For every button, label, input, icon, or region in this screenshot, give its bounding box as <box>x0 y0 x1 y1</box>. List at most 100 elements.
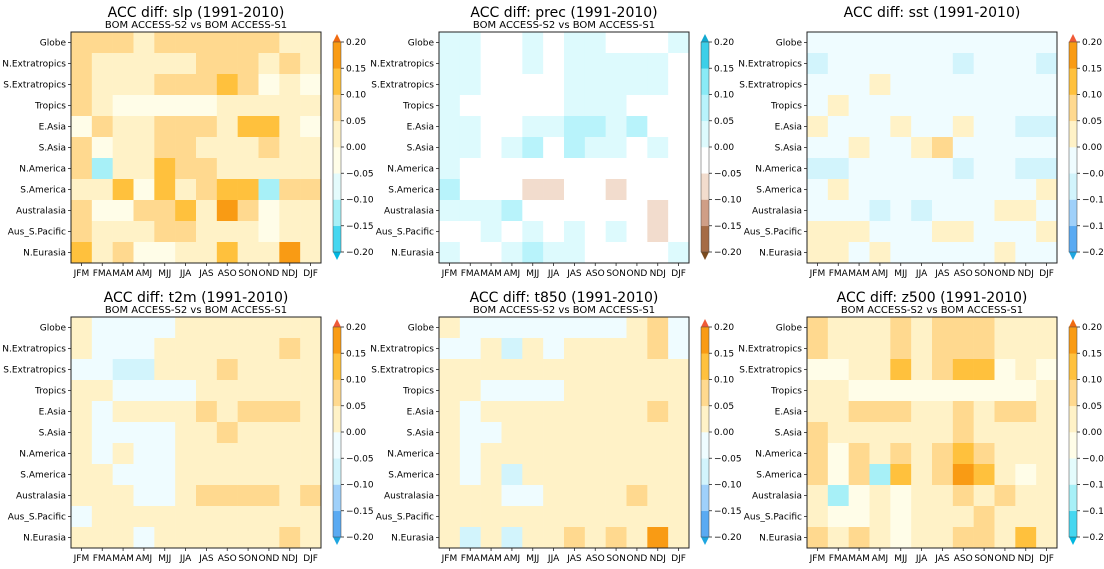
heatmap-cell <box>279 137 301 159</box>
heatmap-cell <box>807 506 829 528</box>
heatmap-cell <box>439 179 461 201</box>
heatmap-cell <box>1036 200 1058 222</box>
heatmap-cell <box>459 443 481 465</box>
heatmap-cell <box>994 317 1016 339</box>
heatmap-cell <box>300 221 322 243</box>
heatmap-cell <box>279 443 301 465</box>
heatmap-cell <box>890 401 912 423</box>
heatmap-cell <box>1036 95 1058 117</box>
heatmap-cell <box>564 506 586 528</box>
x-tick-label: OND <box>259 554 280 564</box>
heatmap-cell <box>112 359 134 381</box>
heatmap-cell <box>973 401 995 423</box>
heatmap-cell <box>647 338 669 360</box>
heatmap-cell <box>626 506 648 528</box>
heatmap-cell <box>564 401 586 423</box>
heatmap-cell <box>1036 506 1058 528</box>
heatmap-cell <box>175 242 197 264</box>
y-tick-label: N.Eurasia <box>23 534 66 544</box>
heatmap-cell <box>196 74 218 96</box>
heatmap-cell <box>1015 527 1037 549</box>
heatmap-cell <box>279 32 301 54</box>
heatmap-cell <box>994 401 1016 423</box>
heatmap-cell <box>133 200 155 222</box>
colorbar-tick-label: −0.20 <box>1082 533 1104 543</box>
x-tick-label: JAS <box>566 554 582 564</box>
heatmap-cell <box>952 422 974 444</box>
heatmap-cell <box>480 137 502 159</box>
heatmap-cell <box>439 359 461 381</box>
heatmap-cell <box>196 443 218 465</box>
heatmap-cell <box>994 359 1016 381</box>
heatmap-cell <box>584 116 606 138</box>
colorbar-extend-top <box>701 319 709 327</box>
heatmap-cell <box>133 179 155 201</box>
heatmap-cell <box>668 221 690 243</box>
heatmap-cell <box>626 464 648 486</box>
colorbar: −0.20 −0.15 −0.10 −0.05 0.00 0.05 0.10 0.15 0.20 <box>700 319 742 545</box>
heatmap-cell <box>1036 137 1058 159</box>
heatmap-cell <box>932 200 954 222</box>
heatmap-cell <box>647 464 669 486</box>
heatmap-cell <box>154 527 176 549</box>
x-tick-label: JAS <box>198 269 214 279</box>
heatmap-cell <box>827 200 849 222</box>
heatmap-cell <box>237 179 259 201</box>
heatmap-cell <box>480 380 502 402</box>
heatmap-cell <box>279 74 301 96</box>
heatmap-cell <box>459 116 481 138</box>
heatmap-cell <box>564 158 586 180</box>
heatmap-cell <box>154 485 176 507</box>
heatmap-cell <box>584 95 606 117</box>
heatmap-cell <box>439 443 461 465</box>
heatmap-cell <box>258 443 280 465</box>
heatmap-cell <box>258 422 280 444</box>
colorbar-tick-label: −0.10 <box>1082 196 1104 206</box>
heatmap-cell <box>501 359 523 381</box>
heatmap-cell <box>647 317 669 339</box>
heatmap-cell <box>647 359 669 381</box>
colorbar-tick-label: 0.15 <box>714 349 734 359</box>
heatmap-cell <box>584 401 606 423</box>
heatmap-cell <box>626 158 648 180</box>
heatmap-cell <box>196 179 218 201</box>
heatmap-cell <box>522 74 544 96</box>
colorbar-band <box>701 458 709 485</box>
colorbar-tick-label: −0.15 <box>1082 222 1104 232</box>
heatmap-svg-z500: ACC diff: z500 (1991-2010)BOM ACCESS-S2 … <box>738 290 1104 564</box>
x-tick-label: SON <box>974 269 994 279</box>
colorbar-band <box>333 173 341 200</box>
heatmap-cell <box>668 443 690 465</box>
heatmap-cell <box>196 380 218 402</box>
heatmap-cell <box>133 74 155 96</box>
heatmap-cell <box>584 242 606 264</box>
heatmap-cell <box>994 242 1016 264</box>
heatmap-cell <box>133 242 155 264</box>
y-tick-label: Globe <box>776 324 803 334</box>
heatmap-cell <box>890 53 912 75</box>
heatmap-cell <box>216 74 238 96</box>
heatmap-cell <box>1015 74 1037 96</box>
colorbar-tick-label: 0.20 <box>714 38 734 48</box>
heatmap-cell <box>279 380 301 402</box>
heatmap-cell <box>827 380 849 402</box>
heatmap-cell <box>237 506 259 528</box>
heatmap-cell <box>647 506 669 528</box>
heatmap-cell <box>154 32 176 54</box>
heatmap-cell <box>522 158 544 180</box>
heatmap-cell <box>626 380 648 402</box>
heatmap-cell <box>890 95 912 117</box>
chart-panel-t850: ACC diff: t850 (1991-2010) BOM ACCESS-S2 … <box>368 285 742 569</box>
x-tick-label: JJA <box>179 554 192 564</box>
x-tick-label: AMJ <box>136 269 153 279</box>
heatmap-cell <box>175 116 197 138</box>
heatmap-cell <box>279 527 301 549</box>
heatmap-cell <box>932 242 954 264</box>
heatmap-cell <box>807 317 829 339</box>
y-tick-label: Aus_S.Pacific <box>744 513 802 523</box>
heatmap-cell <box>564 137 586 159</box>
heatmap-cell <box>626 317 648 339</box>
chart-panel-prec: ACC diff: prec (1991-2010) BOM ACCESS-S2 … <box>368 0 742 284</box>
heatmap-cell <box>869 527 891 549</box>
heatmap-cell <box>564 317 586 339</box>
